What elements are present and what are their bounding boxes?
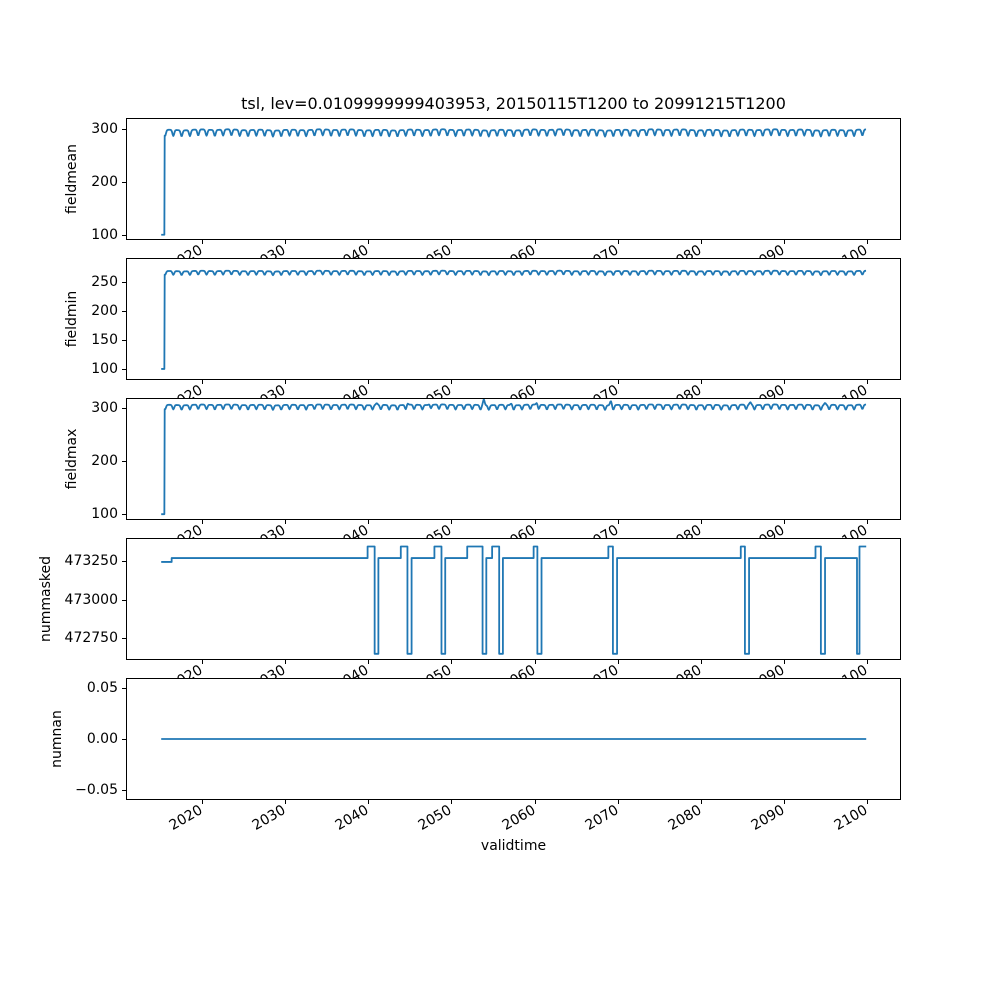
subplot-fieldmax (126, 398, 901, 520)
y-tick-label: 200 (91, 302, 118, 319)
data-line-fieldmax (161, 399, 867, 516)
x-tick-mark (866, 380, 868, 384)
data-line-numnan (161, 738, 867, 740)
x-tick-mark (617, 240, 619, 244)
x-tick-mark (368, 380, 370, 384)
y-tick-mark (122, 408, 126, 410)
x-tick-mark (783, 240, 785, 244)
x-tick-mark (866, 660, 868, 664)
x-tick-mark (617, 520, 619, 524)
data-line-nummasked (161, 545, 867, 655)
y-tick-label: 200 (91, 453, 118, 470)
y-tick-mark (122, 561, 126, 563)
x-tick-mark (451, 240, 453, 244)
y-tick-mark (122, 638, 126, 640)
x-tick-mark (700, 520, 702, 524)
x-tick-mark (451, 660, 453, 664)
y-tick-mark (122, 281, 126, 283)
y-tick-label: −0.05 (75, 782, 118, 798)
x-tick-mark (783, 800, 785, 804)
x-tick-mark (700, 380, 702, 384)
x-tick-mark (783, 660, 785, 664)
y-tick-label: 0.05 (86, 680, 118, 696)
y-tick-label: 150 (91, 331, 118, 348)
y-tick-label: 250 (91, 273, 118, 290)
y-tick-label: 300 (91, 121, 118, 138)
x-tick-mark (866, 240, 868, 244)
x-tick-mark (202, 380, 204, 384)
y-tick-mark (122, 310, 126, 312)
y-tick-mark (122, 688, 126, 689)
x-tick-mark (451, 800, 453, 804)
subplot-fieldmin (126, 258, 901, 380)
data-line-fieldmin (161, 269, 867, 370)
x-tick-mark (285, 240, 287, 244)
y-tick-label: 0.00 (86, 731, 118, 747)
y-tick-label: 473000 (64, 591, 118, 608)
x-tick-mark (866, 800, 868, 804)
y-tick-mark (122, 234, 126, 236)
x-tick-mark (700, 660, 702, 664)
y-tick-mark (122, 790, 126, 791)
y-tick-label: 100 (91, 506, 118, 523)
x-tick-mark (700, 800, 702, 804)
x-tick-mark (617, 660, 619, 664)
x-tick-mark (368, 240, 370, 244)
x-tick-mark (368, 520, 370, 524)
x-tick-mark (451, 380, 453, 384)
x-tick-mark (534, 660, 536, 664)
y-tick-mark (122, 514, 126, 516)
x-tick-mark (783, 380, 785, 384)
y-tick-label: 472750 (64, 630, 118, 647)
x-tick-mark (202, 240, 204, 244)
y-tick-mark (122, 339, 126, 341)
subplot-numnan (126, 678, 901, 800)
x-tick-mark (866, 520, 868, 524)
y-tick-mark (122, 461, 126, 463)
x-tick-mark (617, 380, 619, 384)
x-tick-mark (202, 660, 204, 664)
x-tick-mark (783, 520, 785, 524)
y-tick-mark (122, 739, 126, 740)
subplot-fieldmean (126, 118, 901, 240)
x-tick-mark (617, 800, 619, 804)
y-tick-label: 473250 (64, 553, 118, 570)
x-tick-mark (368, 660, 370, 664)
x-tick-mark (534, 800, 536, 804)
x-tick-mark (534, 240, 536, 244)
x-tick-mark (202, 520, 204, 524)
y-tick-label: 200 (91, 173, 118, 190)
x-tick-mark (368, 800, 370, 804)
x-tick-mark (202, 800, 204, 804)
y-tick-mark (122, 181, 126, 183)
subplot-nummasked (126, 538, 901, 660)
x-tick-mark (285, 800, 287, 804)
x-axis-label: validtime (480, 838, 547, 854)
x-tick-mark (700, 240, 702, 244)
x-tick-mark (451, 520, 453, 524)
y-tick-mark (122, 599, 126, 601)
y-tick-label: 100 (91, 361, 118, 377)
x-tick-mark (534, 380, 536, 384)
y-tick-mark (122, 369, 126, 370)
figure-title: tsl, lev=0.0109999999403953, 20150115T12… (241, 94, 786, 113)
data-line-fieldmean (161, 128, 867, 236)
y-tick-mark (122, 129, 126, 131)
y-tick-label: 100 (91, 226, 118, 243)
x-tick-mark (534, 520, 536, 524)
x-tick-mark (285, 380, 287, 384)
y-tick-label: 300 (91, 400, 118, 417)
x-tick-mark (285, 520, 287, 524)
x-tick-mark (285, 660, 287, 664)
